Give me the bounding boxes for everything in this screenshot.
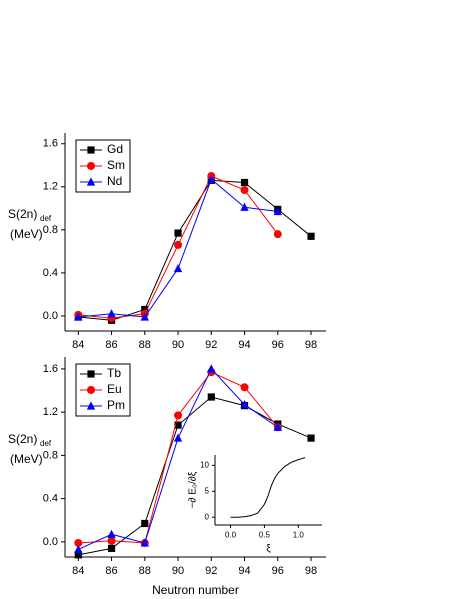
y-tick-label: 1.2	[43, 181, 58, 193]
marker	[307, 434, 315, 442]
y-tick-label: 10	[200, 460, 209, 469]
x-axis-label: Neutron number	[152, 583, 239, 597]
marker	[207, 364, 216, 373]
marker	[173, 263, 183, 273]
x-tick-label: 98	[305, 339, 317, 351]
marker	[240, 186, 249, 195]
x-tick-label: 94	[238, 565, 250, 577]
legend-marker	[87, 386, 95, 394]
y-tick-label: 1.2	[43, 406, 58, 418]
marker	[174, 411, 183, 420]
x-tick-label: 86	[105, 339, 117, 351]
marker	[174, 240, 183, 249]
x-tick-label: 84	[72, 565, 84, 577]
y-tick-label: 1.6	[43, 363, 58, 375]
y-tick-label: 1.6	[43, 138, 58, 150]
legend-label: Gd	[107, 142, 123, 156]
y-tick-label: 0.8	[43, 449, 58, 461]
marker	[107, 544, 116, 552]
marker	[240, 383, 249, 392]
marker	[107, 529, 116, 538]
x-tick-label: 98	[305, 565, 317, 577]
marker	[273, 422, 282, 431]
marker	[107, 536, 116, 545]
y-axis-label: S(2n)	[8, 207, 37, 221]
x-tick-label: 90	[172, 565, 184, 577]
x-tick-label: 0.5	[259, 530, 271, 539]
y-tick-label: 0	[205, 512, 210, 521]
marker	[174, 421, 182, 429]
x-tick-label: 96	[272, 565, 284, 577]
marker	[74, 551, 82, 559]
marker	[141, 519, 149, 528]
x-tick-label: 94	[238, 339, 250, 351]
legend-label: Tb	[107, 366, 121, 380]
marker	[307, 232, 315, 240]
x-tick-label: 0.0	[225, 530, 237, 539]
marker	[74, 312, 83, 321]
marker	[74, 538, 83, 547]
x-tick-label: 1.0	[293, 530, 305, 539]
y-tick-label: 0.0	[43, 310, 58, 322]
series-line	[230, 457, 306, 518]
y-tick-label: 0.4	[43, 493, 58, 505]
marker	[141, 305, 149, 314]
x-tick-label: 84	[72, 339, 84, 351]
legend-marker	[86, 177, 96, 186]
x-tick-label: 92	[205, 565, 217, 577]
marker	[240, 202, 249, 211]
y-tick-label: 0.4	[43, 267, 58, 279]
legend-marker	[86, 401, 96, 410]
x-tick-label: 86	[105, 565, 117, 577]
series-line	[78, 179, 312, 321]
marker	[173, 433, 183, 442]
y-axis-unit: (MeV)	[10, 452, 43, 466]
legend-label: Sm	[107, 158, 125, 172]
y-axis-label-sub: def	[40, 439, 52, 448]
legend-marker	[87, 146, 95, 154]
y-axis-label-sub: def	[40, 214, 52, 223]
x-tick-label: 92	[205, 339, 217, 351]
y-axis-label: S(2n)	[8, 432, 37, 446]
y-tick-label: 5	[205, 486, 210, 495]
x-tick-label: 88	[139, 565, 151, 577]
marker	[273, 206, 282, 216]
x-axis-label: ξ	[266, 544, 271, 555]
marker	[107, 309, 116, 318]
x-tick-label: 90	[172, 339, 184, 351]
legend-marker	[87, 162, 95, 170]
legend-label: Nd	[107, 174, 122, 188]
marker	[240, 178, 249, 187]
legend-marker	[87, 370, 95, 378]
marker	[240, 399, 249, 409]
y-tick-label: 0.0	[43, 536, 58, 548]
x-tick-label: 96	[272, 339, 284, 351]
legend-label: Eu	[107, 382, 122, 396]
x-tick-label: 88	[139, 339, 151, 351]
marker	[207, 393, 215, 401]
y-axis-unit: (MeV)	[10, 227, 43, 241]
y-axis-label: −∂ E₀/∂ξ	[188, 471, 199, 508]
marker	[207, 174, 216, 183]
marker	[273, 230, 282, 239]
legend-label: Pm	[107, 398, 125, 412]
marker	[174, 229, 182, 237]
marker	[140, 538, 149, 547]
y-tick-label: 0.8	[43, 224, 58, 236]
marker	[74, 544, 83, 554]
marker	[140, 312, 149, 321]
